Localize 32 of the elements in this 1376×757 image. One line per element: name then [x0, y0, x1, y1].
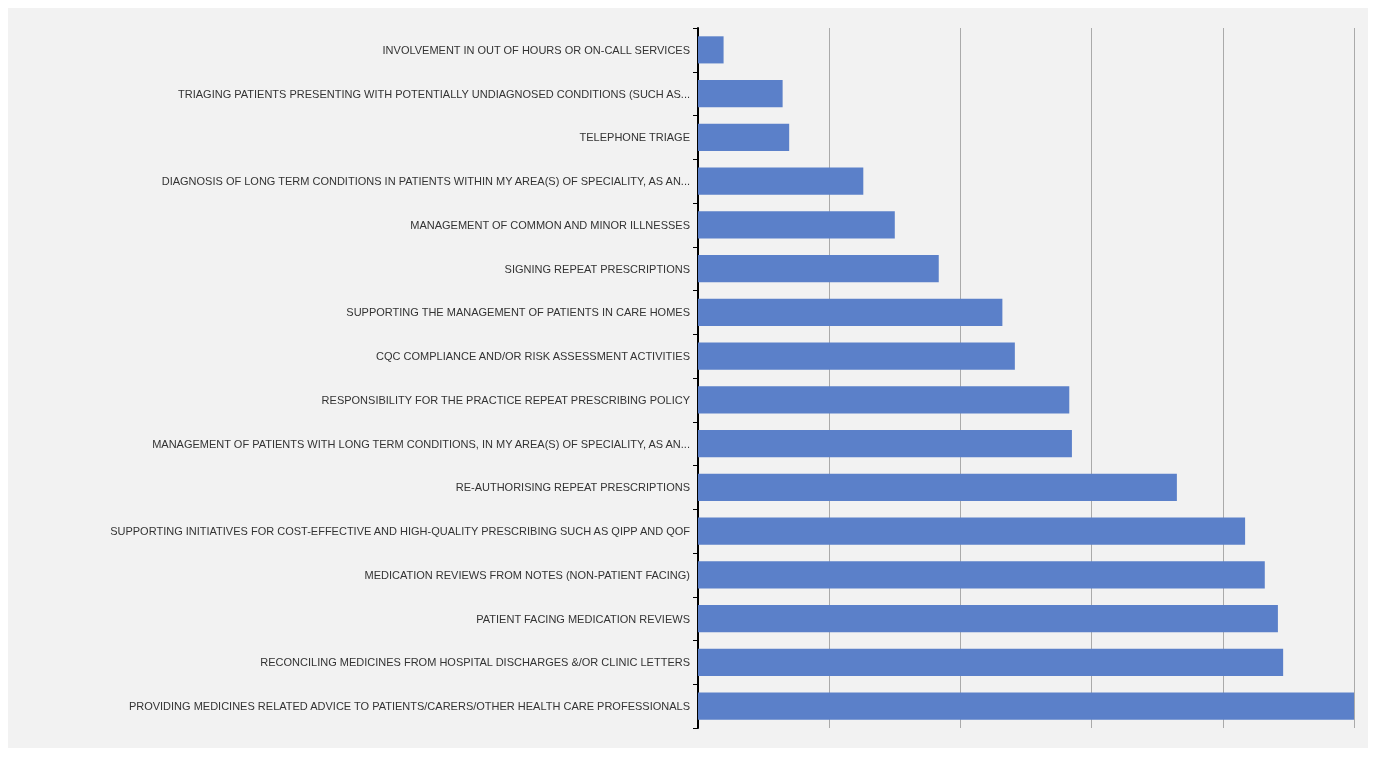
y-tick-label: CQC COMPLIANCE AND/OR RISK ASSESSMENT ACTIVITIES [376, 350, 690, 363]
bar [698, 167, 864, 195]
y-tick-label: RESPONSIBILITY FOR THE PRACTICE REPEAT PRESCRIBING POLICY [321, 393, 691, 406]
bar [698, 430, 1072, 458]
bar [698, 298, 1003, 326]
bar [698, 605, 1278, 633]
y-tick-label: PATIENT FACING MEDICATION REVIEWS [476, 612, 690, 625]
bar [698, 692, 1354, 720]
y-tick-label: SUPPORTING INITIATIVES FOR COST-EFFECTIVE AND HIGH-QUALITY PRESCRIBING SUCH AS QIPP AND QOF [110, 525, 691, 538]
y-tick-label: RE-AUTHORISING REPEAT PRESCRIPTIONS [455, 481, 690, 494]
bar [698, 473, 1177, 501]
bar [698, 648, 1284, 676]
y-tick-label: PROVIDING MEDICINES RELATED ADVICE TO PATIENTS/CARERS/OTHER HEALTH CARE PROFESSIONALS [128, 700, 690, 713]
y-tick-label: MANAGEMENT OF COMMON AND MINOR ILLNESSES [410, 218, 690, 231]
y-tick-label: SIGNING REPEAT PRESCRIPTIONS [504, 262, 690, 275]
y-tick-label: DIAGNOSIS OF LONG TERM CONDITIONS IN PATIENTS WITHIN MY AREA(S) OF SPECIALITY, AS AN... [161, 175, 690, 188]
bar [698, 123, 790, 151]
y-tick-label: RECONCILING MEDICINES FROM HOSPITAL DISCHARGES &/OR CLINIC LETTERS [260, 656, 690, 669]
y-tick-label: MEDICATION REVIEWS FROM NOTES (NON-PATIENT FACING) [364, 568, 690, 581]
bar [698, 561, 1265, 589]
bar [698, 255, 939, 283]
bar [698, 36, 724, 64]
bar [698, 211, 895, 239]
y-tick-label: SUPPORTING THE MANAGEMENT OF PATIENTS IN CARE HOMES [346, 306, 690, 319]
bar [698, 80, 783, 108]
y-tick-label: INVOLVEMENT IN OUT OF HOURS OR ON-CALL SERVICES [382, 43, 690, 56]
y-tick-label: MANAGEMENT OF PATIENTS WITH LONG TERM CONDITIONS, IN MY AREA(S) OF SPECIALITY, AS AN... [152, 437, 690, 450]
bar [698, 386, 1070, 414]
y-tick-label: TELEPHONE TRIAGE [579, 131, 690, 144]
bar [698, 342, 1015, 370]
bar [698, 517, 1246, 545]
y-tick-label: TRIAGING PATIENTS PRESENTING WITH POTENTIALLY UNDIAGNOSED CONDITIONS (SUCH AS... [178, 87, 690, 100]
